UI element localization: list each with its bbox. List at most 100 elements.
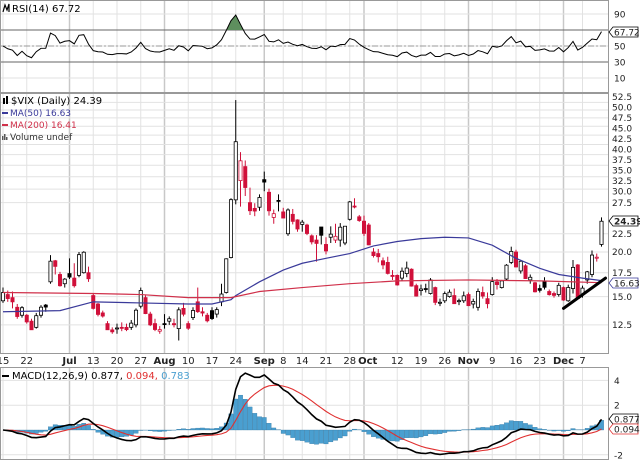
macd-histogram-bar — [290, 429, 296, 438]
price-axis-label: 47.5 — [612, 114, 632, 124]
candle — [480, 286, 485, 299]
candle — [24, 314, 29, 324]
macd-legend-signal: 0.094 — [126, 371, 155, 382]
candle-body — [96, 303, 101, 315]
rsi-axis-label: 50 — [614, 43, 626, 53]
candle — [542, 277, 547, 290]
rsi-value-tag: 67.72 — [608, 26, 640, 39]
candle — [86, 266, 91, 282]
candle — [566, 284, 571, 302]
candle — [77, 252, 82, 278]
candle — [152, 318, 157, 332]
macd-histogram-bar — [584, 428, 590, 431]
candle-body — [233, 141, 238, 201]
macd-legend-text: MACD(12,26,9) 0.877, 0.094, 0.783 — [12, 371, 190, 382]
macd-histogram-bar — [347, 429, 353, 432]
candle — [442, 291, 447, 303]
macd-histogram-bar — [152, 429, 158, 432]
candle-body — [437, 301, 442, 304]
candle — [447, 289, 452, 298]
rsi-tag-text: 67.72 — [614, 29, 640, 39]
candle — [437, 298, 442, 307]
candle — [143, 295, 148, 315]
candle-body — [105, 323, 110, 331]
date-tick-label: 22 — [20, 356, 33, 367]
candle — [433, 286, 438, 306]
candle — [228, 198, 233, 259]
candle-body — [333, 235, 338, 241]
macd-histogram-bar — [29, 429, 34, 435]
macd-histogram-bar — [542, 429, 547, 431]
macd-histogram-bar — [380, 429, 386, 440]
candle — [105, 321, 110, 331]
date-tick-label: 28 — [343, 356, 356, 367]
macd-histogram-bar — [162, 429, 167, 432]
candle-body — [309, 235, 314, 243]
candle-body — [342, 225, 347, 244]
candle — [552, 291, 557, 298]
candle — [67, 258, 72, 280]
date-tick-label: Aug — [153, 356, 175, 367]
candle-body — [475, 291, 480, 308]
macd-histogram-bar — [33, 429, 39, 434]
candle-body — [62, 278, 67, 285]
candle-body — [537, 288, 542, 291]
candle — [72, 263, 77, 288]
macd-histogram-bar — [565, 429, 571, 431]
candle-body — [205, 314, 210, 322]
date-tick-label: Nov — [458, 356, 480, 367]
candle-body — [247, 202, 252, 212]
candle-body — [518, 260, 523, 272]
macd-histogram-bar — [537, 428, 543, 431]
candle-body — [366, 224, 371, 246]
candle-body — [224, 258, 229, 293]
macd-histogram-bar — [81, 423, 87, 431]
candle-body — [571, 266, 576, 289]
candle — [366, 223, 371, 246]
macd-histogram-bar — [314, 429, 319, 445]
date-tick-label: 10 — [182, 356, 195, 367]
candle — [219, 283, 224, 307]
candle-body — [10, 297, 15, 303]
ma50-swatch — [2, 112, 8, 114]
candle — [233, 100, 238, 205]
macd-histogram-bar — [48, 426, 53, 431]
date-tick-label: Sep — [254, 356, 275, 367]
macd-histogram-bar — [518, 421, 524, 431]
candle-body — [176, 309, 181, 330]
macd-histogram-bar — [437, 429, 443, 434]
macd-line — [2, 372, 603, 456]
candle — [590, 250, 595, 278]
candle-body — [547, 291, 552, 296]
candle-body — [243, 166, 248, 188]
candle — [361, 215, 366, 236]
macd-histogram-bar — [95, 429, 101, 433]
candle-body — [252, 207, 257, 212]
candle — [281, 207, 286, 219]
candle — [357, 214, 362, 222]
candle — [29, 318, 34, 331]
candle — [167, 316, 172, 325]
macd-histogram-bar — [38, 429, 44, 433]
macd-histogram-bar — [90, 429, 96, 431]
candle-body — [228, 199, 233, 258]
price-legend-label: $VIX (Daily) 24.39 — [11, 96, 102, 107]
macd-histogram-bar — [280, 429, 286, 434]
candle-body — [357, 216, 362, 221]
macd-histogram-bar — [257, 416, 262, 431]
macd-histogram-bar — [86, 425, 91, 431]
candle — [300, 219, 305, 232]
candle — [176, 307, 181, 341]
candle — [124, 323, 129, 332]
candle-body — [514, 251, 519, 268]
candle-body — [480, 292, 485, 297]
candle-body — [599, 220, 604, 245]
date-tick-label: 14 — [296, 356, 309, 367]
candle-body — [190, 310, 195, 318]
macd-histogram-bar — [242, 399, 248, 431]
ma50-line — [2, 236, 602, 313]
candle-body — [43, 304, 48, 308]
candle — [461, 291, 466, 303]
candle-body — [528, 276, 533, 281]
macd-histogram-bar — [204, 428, 210, 431]
